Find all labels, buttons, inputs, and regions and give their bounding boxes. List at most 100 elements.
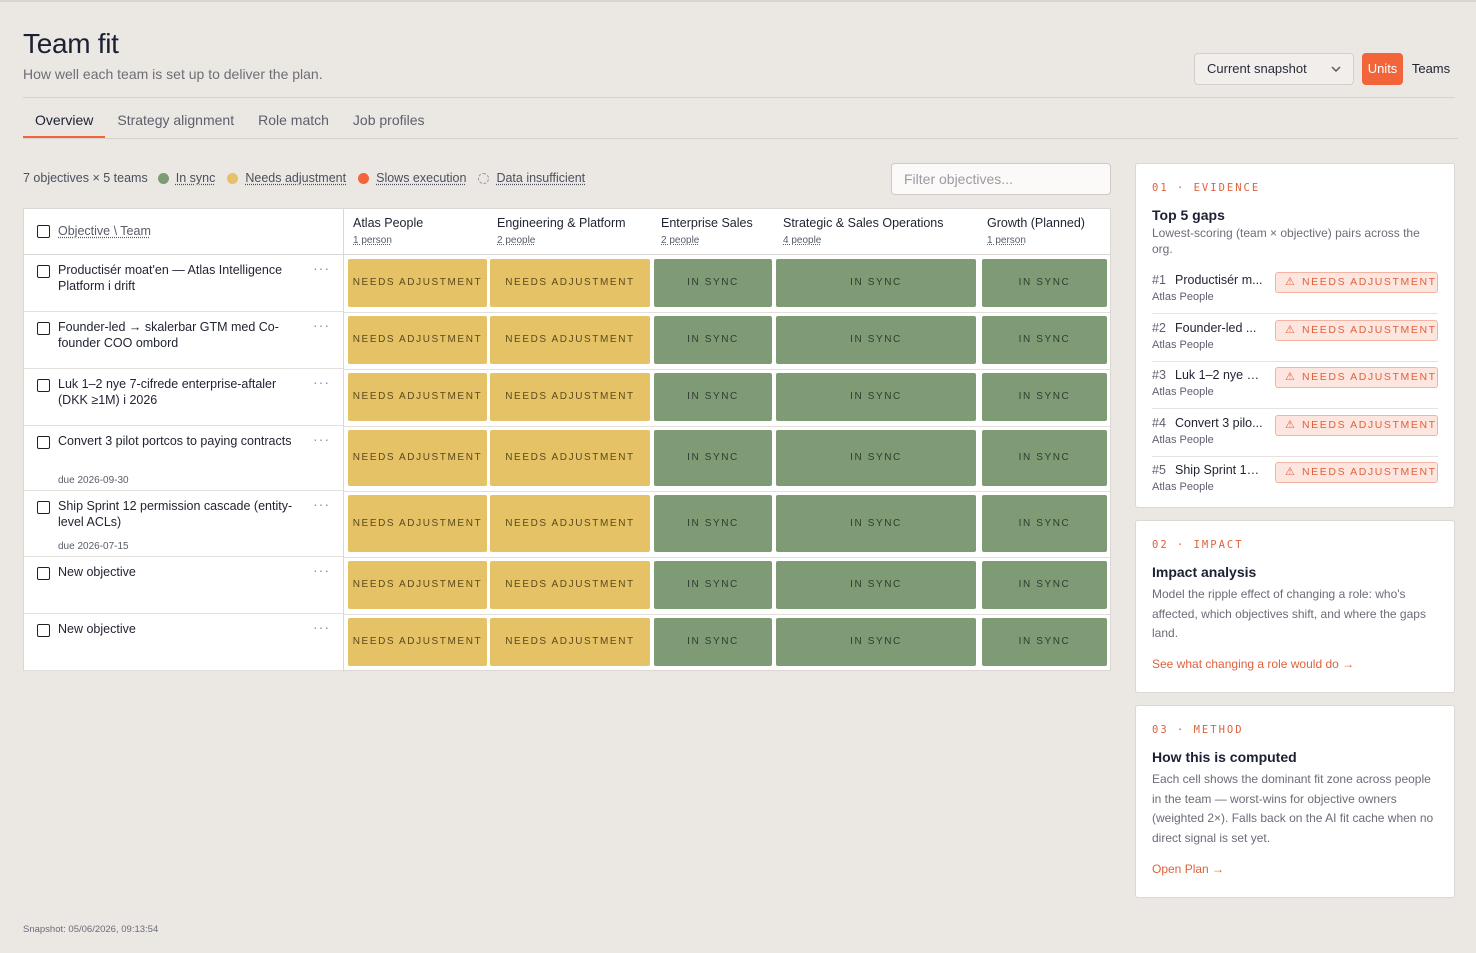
fit-cell-in-sync[interactable]: IN SYNC — [654, 373, 772, 421]
objective-title[interactable]: Founder-led → skalerbar GTM med Co-found… — [58, 320, 279, 350]
objective-title[interactable]: Ship Sprint 12 permission cascade (entit… — [58, 499, 293, 529]
slows-execution-dot — [358, 172, 370, 184]
objective-title[interactable]: Convert 3 pilot portcos to paying contra… — [58, 434, 292, 448]
objective-checkbox[interactable] — [37, 322, 50, 335]
fit-cell-needs-adjustment[interactable]: NEEDS ADJUSTMENT — [348, 561, 487, 609]
more-options-icon[interactable]: ··· — [313, 260, 330, 276]
fit-cell-in-sync[interactable]: IN SYNC — [982, 316, 1107, 364]
select-all-checkbox[interactable] — [37, 225, 50, 238]
fit-cell-in-sync[interactable]: IN SYNC — [654, 430, 772, 486]
fit-cell-needs-adjustment[interactable]: NEEDS ADJUSTMENT — [490, 316, 650, 364]
fit-cell-in-sync[interactable]: IN SYNC — [776, 430, 976, 486]
fit-cell-in-sync[interactable]: IN SYNC — [776, 373, 976, 421]
tab-strategy-alignment[interactable]: Strategy alignment — [117, 112, 235, 128]
fit-cell-needs-adjustment[interactable]: NEEDS ADJUSTMENT — [348, 316, 487, 364]
evidence-panel: 01 · EVIDENCE Top 5 gaps Lowest-scoring … — [1135, 163, 1455, 508]
fit-cell-needs-adjustment[interactable]: NEEDS ADJUSTMENT — [348, 259, 487, 307]
more-options-icon[interactable]: ··· — [313, 317, 330, 333]
objective-title[interactable]: New objective — [58, 622, 136, 636]
fit-cell-needs-adjustment[interactable]: NEEDS ADJUSTMENT — [490, 618, 650, 666]
fit-cell-in-sync[interactable]: IN SYNC — [776, 495, 976, 552]
more-options-icon[interactable]: ··· — [313, 374, 330, 390]
team-name: Enterprise Sales — [661, 216, 753, 230]
corner-label: Objective \ Team — [58, 224, 151, 238]
fit-cell-needs-adjustment[interactable]: NEEDS ADJUSTMENT — [348, 430, 487, 486]
fit-cell-in-sync[interactable]: IN SYNC — [982, 618, 1107, 666]
more-options-icon[interactable]: ··· — [313, 562, 330, 578]
fit-cell-in-sync[interactable]: IN SYNC — [776, 316, 976, 364]
team-people-count: 2 people — [497, 235, 536, 246]
team-column-header[interactable]: Enterprise Sales 2 people — [652, 209, 774, 255]
gap-rank: #3 — [1152, 368, 1166, 382]
fit-cell-in-sync[interactable]: IN SYNC — [982, 373, 1107, 421]
fit-cell-in-sync[interactable]: IN SYNC — [982, 561, 1107, 609]
fit-cell-in-sync[interactable]: IN SYNC — [654, 618, 772, 666]
fit-cell-in-sync[interactable]: IN SYNC — [982, 495, 1107, 552]
fit-cell-needs-adjustment[interactable]: NEEDS ADJUSTMENT — [490, 430, 650, 486]
team-column-header[interactable]: Growth (Planned) 1 person — [978, 209, 1110, 255]
fit-cell-in-sync[interactable]: IN SYNC — [982, 259, 1107, 307]
more-options-icon[interactable]: ··· — [313, 619, 330, 635]
tab-overview[interactable]: Overview — [23, 110, 106, 138]
legend-label: Data insufficient — [496, 171, 586, 185]
impact-link[interactable]: See what changing a role would do → — [1152, 657, 1355, 671]
fit-cell-needs-adjustment[interactable]: NEEDS ADJUSTMENT — [490, 495, 650, 552]
fit-cell-needs-adjustment[interactable]: NEEDS ADJUSTMENT — [348, 618, 487, 666]
teams-toggle-button[interactable]: Teams — [1411, 61, 1451, 76]
gap-team: Atlas People — [1152, 338, 1214, 351]
tab-role-match[interactable]: Role match — [258, 112, 329, 128]
team-people-count: 1 person — [987, 235, 1026, 246]
fit-cell-in-sync[interactable]: IN SYNC — [776, 618, 976, 666]
fit-cell-in-sync[interactable]: IN SYNC — [654, 561, 772, 609]
more-options-icon[interactable]: ··· — [313, 431, 330, 447]
objective-checkbox[interactable] — [37, 624, 50, 637]
badge-label: NEEDS ADJUSTMENT — [1302, 466, 1437, 478]
fit-cell-needs-adjustment[interactable]: NEEDS ADJUSTMENT — [490, 373, 650, 421]
fit-cell-needs-adjustment[interactable]: NEEDS ADJUSTMENT — [348, 495, 487, 552]
objective-row-label: New objective ··· — [24, 614, 343, 671]
filter-objectives-input[interactable] — [891, 163, 1111, 195]
team-column-header[interactable]: Atlas People 1 person — [344, 209, 488, 255]
objective-row-label: Ship Sprint 12 permission cascade (entit… — [24, 491, 343, 557]
fit-cell-in-sync[interactable]: IN SYNC — [982, 430, 1107, 486]
gap-item[interactable]: #2 Founder-led ... Atlas People ⚠ NEEDS ADJU… — [1152, 316, 1438, 362]
gap-item[interactable]: #5 Ship Sprint 12 ... Atlas People ⚠ NEEDS A… — [1152, 458, 1438, 504]
gap-item[interactable]: #4 Convert 3 pilo... Atlas People ⚠ NEEDS AD… — [1152, 411, 1438, 457]
objective-title[interactable]: Productisér moat'en — Atlas Intelligence… — [58, 263, 283, 293]
units-toggle-button[interactable]: Units — [1362, 53, 1403, 85]
fit-cell-in-sync[interactable]: IN SYNC — [776, 259, 976, 307]
objective-checkbox[interactable] — [37, 436, 50, 449]
team-column-header[interactable]: Engineering & Platform 2 people — [488, 209, 652, 255]
objective-due-date: due 2026-09-30 — [58, 475, 129, 486]
objective-checkbox[interactable] — [37, 265, 50, 278]
fit-cell-in-sync[interactable]: IN SYNC — [654, 316, 772, 364]
fit-cell-in-sync[interactable]: IN SYNC — [776, 561, 976, 609]
team-name: Engineering & Platform — [497, 216, 626, 230]
legend-item-data-insufficient: Data insufficient — [478, 171, 585, 185]
fit-cell-needs-adjustment[interactable]: NEEDS ADJUSTMENT — [490, 259, 650, 307]
objective-checkbox[interactable] — [37, 501, 50, 514]
more-options-icon[interactable]: ··· — [313, 496, 330, 512]
fit-cell-needs-adjustment[interactable]: NEEDS ADJUSTMENT — [490, 561, 650, 609]
snapshot-select-value: Current snapshot — [1207, 61, 1307, 76]
team-name: Growth (Planned) — [987, 216, 1085, 230]
fit-cell-in-sync[interactable]: IN SYNC — [654, 259, 772, 307]
open-plan-link[interactable]: Open Plan → — [1152, 862, 1225, 876]
warning-icon: ⚠ — [1285, 466, 1295, 478]
objective-title[interactable]: Luk 1–2 nye 7-cifrede enterprise-aftaler… — [58, 377, 277, 407]
gap-team: Atlas People — [1152, 481, 1214, 493]
snapshot-select[interactable]: Current snapshot — [1194, 53, 1354, 85]
fit-cell-needs-adjustment[interactable]: NEEDS ADJUSTMENT — [348, 373, 487, 421]
objective-checkbox[interactable] — [37, 379, 50, 392]
team-column-header[interactable]: Strategic & Sales Operations 4 people — [774, 209, 978, 255]
fit-cell-in-sync[interactable]: IN SYNC — [654, 495, 772, 552]
objective-checkbox[interactable] — [37, 567, 50, 580]
legend-item-needs-adjustment: Needs adjustment — [227, 171, 346, 185]
gap-item[interactable]: #3 Luk 1–2 nye 7-... Atlas People ⚠ NEEDS AD… — [1152, 363, 1438, 409]
needs-adjustment-badge: ⚠ NEEDS ADJUSTMENT — [1275, 367, 1438, 388]
page-subtitle: How well each team is set up to deliver … — [23, 66, 323, 82]
gap-item[interactable]: #1 Productisér m... Atlas People ⚠ NEEDS ADJ… — [1152, 268, 1438, 314]
objective-title[interactable]: New objective — [58, 565, 136, 579]
tab-job-profiles[interactable]: Job profiles — [352, 112, 425, 128]
impact-title: Impact analysis — [1152, 564, 1257, 580]
